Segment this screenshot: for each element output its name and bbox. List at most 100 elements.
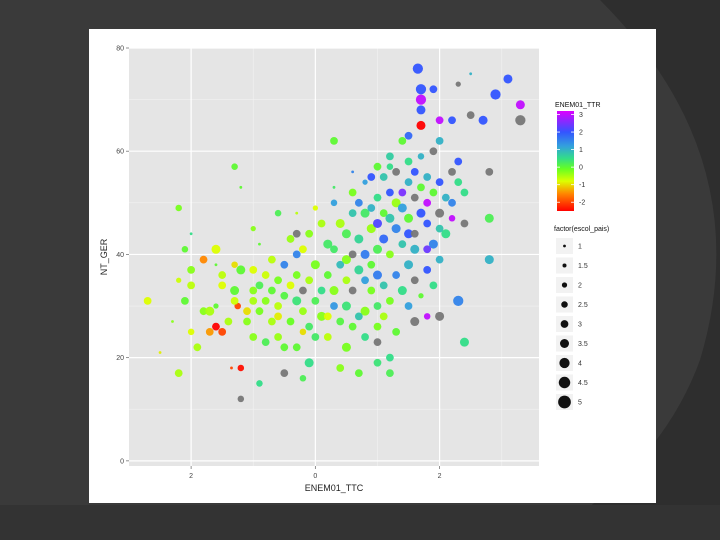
color-legend-label: 3 (579, 112, 583, 119)
scatter-point (367, 260, 376, 269)
scatter-point (274, 276, 282, 285)
scatter-point (213, 303, 219, 309)
scatter-point (299, 328, 307, 336)
color-legend-label: -2 (579, 200, 585, 207)
scatter-point (391, 198, 401, 208)
scatter-point (441, 193, 450, 202)
scatter-point (435, 224, 444, 233)
size-legend-symbol (560, 339, 569, 348)
scatter-point (237, 395, 245, 403)
x-tick-label: 2 (438, 473, 442, 480)
scatter-point (351, 170, 355, 174)
size-legend-label: 4 (578, 361, 582, 368)
scatter-point (230, 286, 240, 296)
size-legend-symbol (563, 244, 566, 248)
scatter-point (231, 261, 238, 269)
scatter-point (187, 281, 196, 290)
scatter-point (428, 239, 438, 249)
scatter-point (256, 380, 263, 387)
scatter-point (423, 173, 432, 181)
scatter-point (336, 317, 345, 326)
scatter-point (435, 116, 444, 125)
scatter-point (292, 250, 301, 259)
scatter-point (249, 266, 258, 274)
scatter-point (280, 343, 289, 352)
grid-lines (129, 47, 539, 466)
scatter-point (311, 333, 320, 341)
scatter-point (410, 193, 419, 202)
scatter-point (423, 198, 432, 207)
scatter-point (205, 306, 215, 316)
scatter-point (336, 364, 345, 372)
size-legend-label: 5 (578, 400, 582, 407)
scatter-point (386, 353, 394, 362)
scatter-point (214, 263, 218, 267)
scatter-point (317, 219, 326, 228)
size-legend-symbol (562, 263, 567, 268)
scatter-point (348, 286, 357, 295)
scatter-point (435, 255, 444, 264)
scatter-point (360, 208, 370, 218)
scatter-point (392, 167, 401, 176)
scatter-point (466, 111, 475, 119)
scatter-point (459, 337, 469, 347)
plot-panel (129, 48, 539, 466)
scatter-point (354, 234, 364, 244)
scatter-point (379, 173, 388, 181)
scatter-point (455, 81, 461, 87)
scatter-point (417, 183, 425, 192)
scatter-point (323, 239, 333, 249)
scatter-point (412, 63, 423, 74)
scatter-point (448, 215, 456, 222)
scatter-point (404, 131, 413, 140)
scatter-point (341, 229, 351, 239)
scatter-point (335, 218, 345, 228)
scatter-point (218, 327, 227, 336)
scatter-point (292, 271, 301, 279)
scatter-point (460, 188, 469, 197)
scatter-point (274, 302, 282, 310)
scatter-point (453, 295, 464, 306)
scatter-point (230, 366, 233, 370)
size-legend-label: 4.5 (578, 380, 588, 387)
scatter-point (367, 173, 376, 181)
scatter-point (392, 271, 401, 279)
scatter-point (171, 320, 174, 323)
scatter-point (348, 250, 357, 259)
size-legend-title: factor(escol_pais) (554, 226, 609, 233)
scatter-point (373, 302, 382, 310)
scatter-point (211, 244, 221, 254)
scatter-point (261, 338, 270, 347)
scatter-point (490, 89, 501, 100)
scatter-point (372, 244, 382, 254)
scatter-point (379, 281, 388, 290)
scatter-point (485, 167, 494, 176)
scatter-point (311, 296, 320, 305)
scatter-point (330, 302, 338, 310)
color-legend-label: 0 (579, 165, 583, 172)
scatter-point (391, 224, 401, 234)
size-legend-symbol (559, 357, 570, 369)
scatter-point (249, 296, 258, 305)
scatter-point (385, 213, 395, 223)
scatter-point (261, 296, 270, 305)
color-bar (557, 111, 574, 211)
scatter-point (360, 306, 370, 316)
scatter-point (175, 204, 182, 212)
scatter-point (373, 322, 382, 331)
scatter-point (255, 281, 264, 290)
scatter-point (416, 120, 426, 130)
scatter-point (299, 375, 307, 382)
x-tick-label: 0 (313, 473, 317, 480)
scatter-point (448, 167, 456, 176)
scatter-point (323, 333, 332, 341)
size-legend-symbol (558, 376, 571, 389)
y-tick-label: 80 (116, 46, 124, 53)
scatter-point (373, 338, 382, 347)
scatter-point (295, 211, 299, 215)
scatter-point (299, 286, 307, 295)
scatter-point (410, 244, 420, 254)
scatter-point (249, 286, 258, 295)
